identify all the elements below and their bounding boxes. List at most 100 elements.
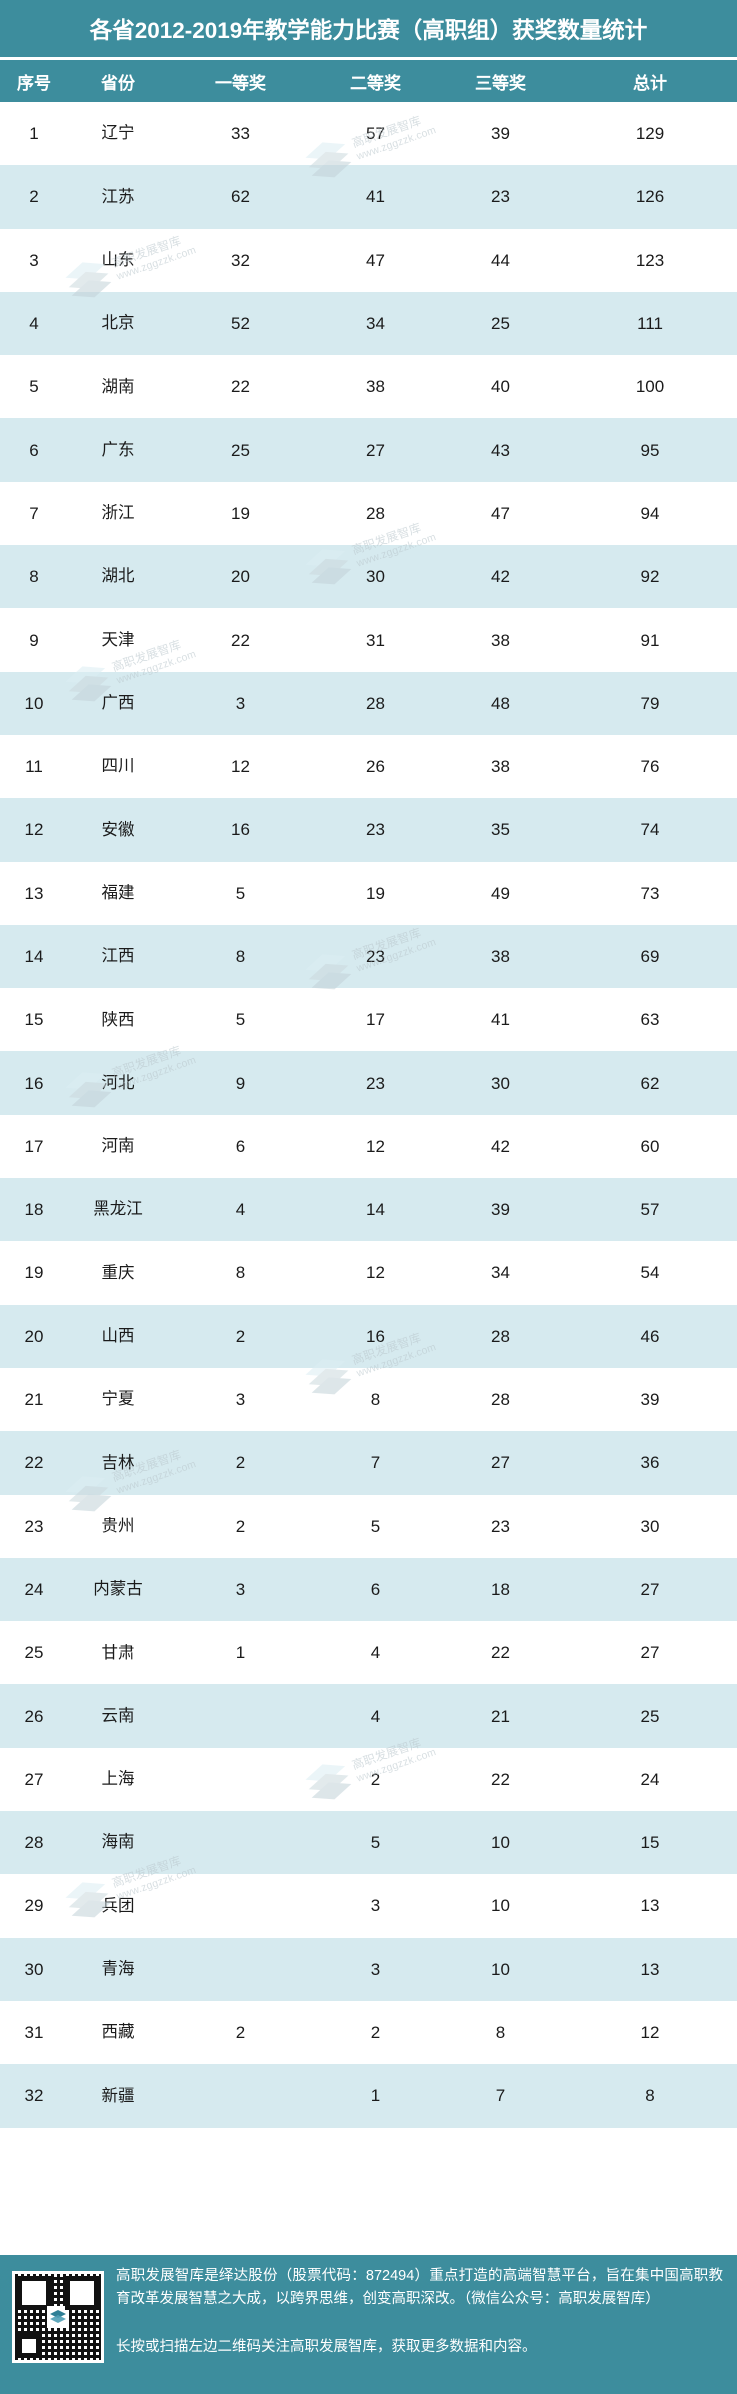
cell-second-prize: 3: [313, 1937, 438, 2001]
table-row: 31 西藏 2 2 8 12: [0, 2000, 737, 2065]
cell-second-prize: 28: [313, 671, 438, 735]
cell-index: 7: [0, 481, 68, 546]
cell-second-prize: 5: [313, 1494, 438, 1558]
cell-third-prize: 34: [438, 1241, 563, 1305]
cell-total: 129: [563, 102, 737, 166]
cell-second-prize: 27: [313, 418, 438, 482]
awards-table: 序号 省份 一等奖 二等奖 三等奖 总计 1 辽宁 33 57 39 129 2 江苏 62 41…: [0, 60, 737, 2128]
cell-province: 海南: [68, 1811, 168, 1875]
table-row: 32 新疆 1 7 8: [0, 2064, 737, 2128]
table-row: 24 内蒙古 3 6 18 27: [0, 1557, 737, 1622]
cell-province: 上海: [68, 1747, 168, 1812]
table-row: 30 青海 3 10 13: [0, 1937, 737, 2001]
cell-total: 39: [563, 1367, 737, 1432]
cell-first-prize: 9: [168, 1051, 313, 1115]
cell-total: 79: [563, 671, 737, 735]
cell-total: 13: [563, 1874, 737, 1938]
cell-second-prize: 34: [313, 291, 438, 356]
cell-third-prize: 43: [438, 418, 563, 482]
cell-second-prize: 2: [313, 2000, 438, 2065]
cell-province: 贵州: [68, 1494, 168, 1558]
cell-province: 安徽: [68, 798, 168, 862]
cell-total: 123: [563, 228, 737, 292]
cell-first-prize: [168, 1747, 313, 1812]
cell-second-prize: 57: [313, 102, 438, 166]
cell-index: 6: [0, 418, 68, 482]
cell-index: 25: [0, 1621, 68, 1685]
cell-index: 19: [0, 1241, 68, 1305]
cell-second-prize: 1: [313, 2064, 438, 2128]
table-row: 5 湖南 22 38 40 100: [0, 355, 737, 419]
table-row: 26 云南 4 21 25: [0, 1684, 737, 1748]
cell-first-prize: 5: [168, 988, 313, 1052]
cell-index: 27: [0, 1747, 68, 1812]
cell-third-prize: 41: [438, 988, 563, 1052]
cell-first-prize: 19: [168, 481, 313, 546]
cell-total: 62: [563, 1051, 737, 1115]
cell-second-prize: 23: [313, 924, 438, 989]
cell-third-prize: 21: [438, 1684, 563, 1748]
cell-province: 青海: [68, 1937, 168, 2001]
cell-second-prize: 4: [313, 1621, 438, 1685]
cell-first-prize: [168, 1684, 313, 1748]
cell-second-prize: 19: [313, 861, 438, 925]
cell-first-prize: 16: [168, 798, 313, 862]
cell-index: 9: [0, 608, 68, 672]
cell-index: 23: [0, 1494, 68, 1558]
cell-first-prize: 25: [168, 418, 313, 482]
column-header-second-prize: 二等奖: [313, 60, 438, 102]
cell-total: 74: [563, 798, 737, 862]
cell-second-prize: 5: [313, 1811, 438, 1875]
cell-total: 12: [563, 2000, 737, 2065]
cell-province: 湖南: [68, 355, 168, 419]
table-row: 8 湖北 20 30 42 92: [0, 545, 737, 609]
cell-third-prize: 10: [438, 1937, 563, 2001]
cell-index: 14: [0, 924, 68, 989]
cell-first-prize: 1: [168, 1621, 313, 1685]
footer-paragraph-secondary: 长按或扫描左边二维码关注高职发展智库，获取更多数据和内容。: [116, 2338, 537, 2355]
cell-total: 46: [563, 1304, 737, 1368]
cell-province: 浙江: [68, 481, 168, 546]
table-row: 12 安徽 16 23 35 74: [0, 798, 737, 862]
cell-index: 16: [0, 1051, 68, 1115]
table-row: 25 甘肃 1 4 22 27: [0, 1621, 737, 1685]
cell-total: 94: [563, 481, 737, 546]
cell-second-prize: 7: [313, 1431, 438, 1495]
table-header-row: 序号 省份 一等奖 二等奖 三等奖 总计: [0, 60, 737, 102]
cell-second-prize: 4: [313, 1684, 438, 1748]
cell-province: 河南: [68, 1114, 168, 1179]
cell-second-prize: 38: [313, 355, 438, 419]
cell-index: 15: [0, 988, 68, 1052]
cell-first-prize: 62: [168, 165, 313, 229]
cell-index: 8: [0, 545, 68, 609]
cell-province: 天津: [68, 608, 168, 672]
cell-total: 63: [563, 988, 737, 1052]
cell-index: 28: [0, 1811, 68, 1875]
table-row: 2 江苏 62 41 23 126: [0, 165, 737, 229]
cell-total: 91: [563, 608, 737, 672]
cell-total: 100: [563, 355, 737, 419]
cell-first-prize: 6: [168, 1114, 313, 1179]
cell-third-prize: 49: [438, 861, 563, 925]
cell-second-prize: 2: [313, 1747, 438, 1812]
cell-total: 76: [563, 734, 737, 799]
cell-total: 54: [563, 1241, 737, 1305]
cell-third-prize: 39: [438, 102, 563, 166]
cell-first-prize: 3: [168, 1367, 313, 1432]
cell-first-prize: [168, 2064, 313, 2128]
cell-index: 1: [0, 102, 68, 166]
cell-second-prize: 23: [313, 798, 438, 862]
cell-second-prize: 6: [313, 1557, 438, 1622]
cell-third-prize: 38: [438, 924, 563, 989]
cell-total: 69: [563, 924, 737, 989]
cell-first-prize: 5: [168, 861, 313, 925]
column-header-province: 省份: [68, 60, 168, 102]
cell-first-prize: 32: [168, 228, 313, 292]
cell-province: 吉林: [68, 1431, 168, 1495]
qr-code-icon[interactable]: [12, 2271, 104, 2363]
cell-first-prize: 2: [168, 1304, 313, 1368]
cell-province: 北京: [68, 291, 168, 356]
cell-index: 21: [0, 1367, 68, 1432]
table-row: 13 福建 5 19 49 73: [0, 861, 737, 925]
cell-second-prize: 30: [313, 545, 438, 609]
